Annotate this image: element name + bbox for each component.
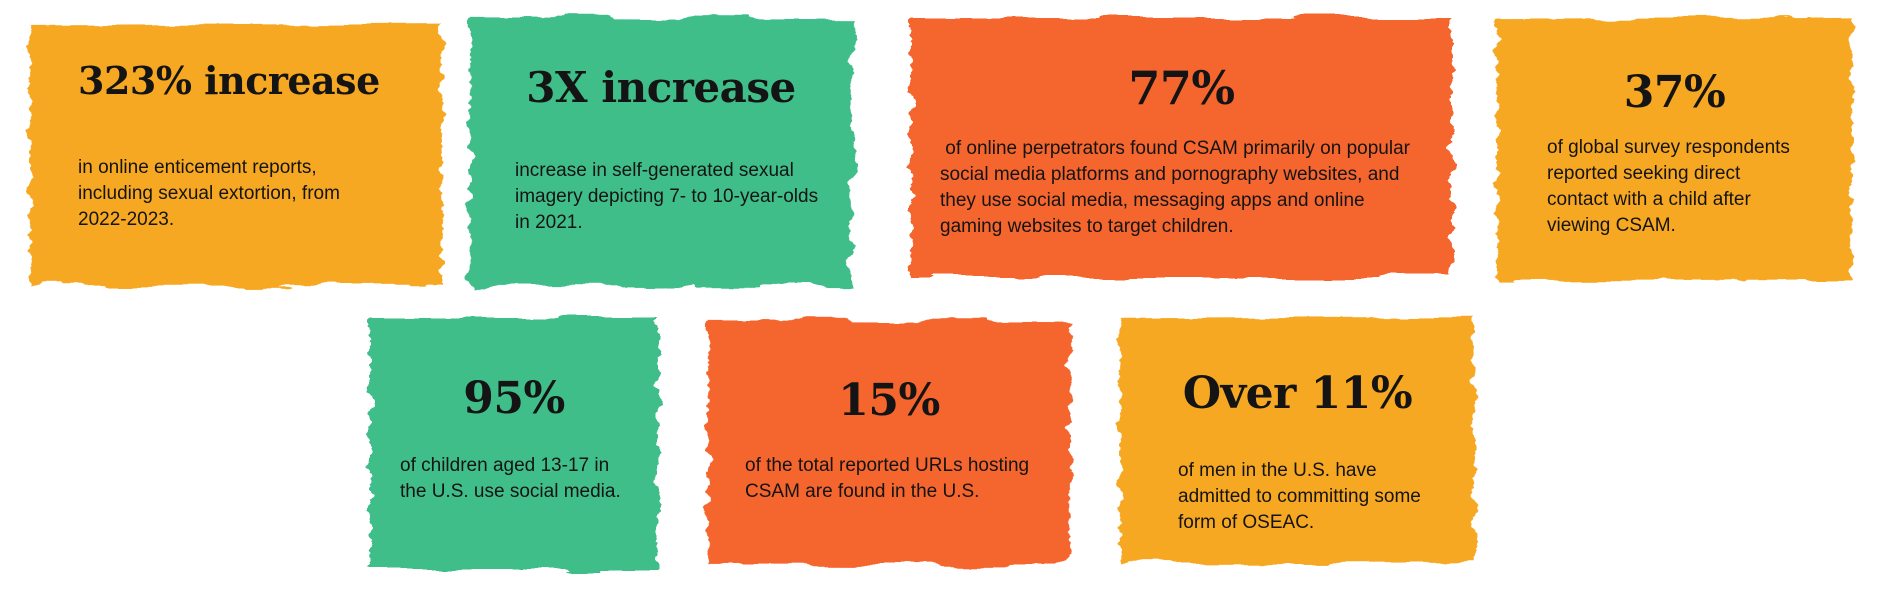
brush-stroke-background — [370, 318, 658, 570]
stat-description: of online perpetrators found CSAM primar… — [940, 138, 1410, 237]
stat-description: in online enticement reports, including … — [78, 157, 340, 230]
stat-card-self-generated-imagery: 3X increase increase in self-generated s… — [469, 17, 853, 287]
stat-headline: 3X increase — [526, 63, 796, 112]
stat-headline: 323% increase — [78, 58, 380, 103]
brush-stroke-background — [707, 320, 1071, 565]
stat-description: of global survey respondents reported se… — [1547, 137, 1790, 236]
stat-description: of men in the U.S. have admitted to comm… — [1178, 460, 1421, 533]
stat-headline: 15% — [838, 375, 940, 426]
stat-card-men-oseac: Over 11% of men in the U.S. have admitte… — [1119, 317, 1476, 564]
stat-description: of children aged 13-17 in the U.S. use s… — [400, 455, 621, 502]
stat-card-survey-contact: 37% of global survey respondents reporte… — [1496, 17, 1853, 281]
stat-description: of the total reported URLs hosting CSAM … — [745, 455, 1030, 502]
stat-headline: 95% — [463, 373, 565, 424]
stat-card-csam-urls-us: 15% of the total reported URLs hosting C… — [707, 320, 1071, 565]
brush-stroke-background — [469, 17, 853, 287]
stat-card-children-social-media: 95% of children aged 13-17 in the U.S. u… — [370, 318, 658, 570]
stat-card-online-enticement: 323% increase in online enticement repor… — [29, 24, 443, 286]
brush-stroke-background — [911, 18, 1452, 278]
stat-card-perpetrator-platforms: 77% of online perpetrators found CSAM pr… — [911, 18, 1452, 278]
stat-headline: 77% — [1128, 61, 1235, 115]
stat-headline: 37% — [1623, 67, 1726, 118]
stat-description: increase in self-generated sexual imager… — [515, 160, 819, 233]
stat-headline: Over 11% — [1182, 368, 1413, 419]
